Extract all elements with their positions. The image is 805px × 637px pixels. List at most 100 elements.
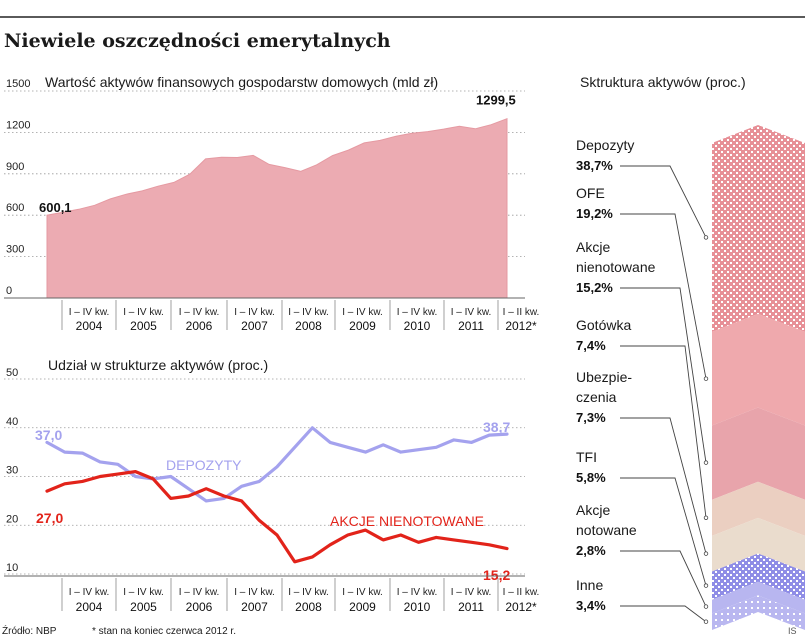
leader-line <box>620 477 707 586</box>
category-label: Depozyty <box>576 137 634 153</box>
year-label: 2007 <box>241 319 268 333</box>
structure-band-4 <box>712 481 805 536</box>
period-label: I – IV kw. <box>123 307 164 318</box>
year-label: 2009 <box>349 600 376 614</box>
category-label: OFE <box>576 185 605 201</box>
structure-band-3 <box>712 407 805 500</box>
category-label: nienotowane <box>576 259 656 275</box>
year-label: 2004 <box>76 600 103 614</box>
period-label: I – IV kw. <box>288 307 329 318</box>
year-label: 2008 <box>295 600 322 614</box>
corner-mark: IS <box>788 626 797 636</box>
year-label: 2010 <box>404 600 431 614</box>
y-tick-label: 1200 <box>6 119 30 131</box>
period-label: I – IV kw. <box>451 307 492 318</box>
end-label-depozyty: 38,7 <box>483 419 510 435</box>
period-label: I – IV kw. <box>451 587 492 598</box>
leader-dot <box>703 551 709 556</box>
period-label: I – II kw. <box>503 307 540 318</box>
period-label: I – II kw. <box>503 587 540 598</box>
series-line-depozyty <box>45 426 509 503</box>
category-label: czenia <box>576 389 617 405</box>
area-series <box>46 117 508 299</box>
year-label: 2009 <box>349 319 376 333</box>
y-tick-label: 300 <box>6 244 24 256</box>
y-tick-label: 600 <box>6 202 24 214</box>
page-title: Niewiele oszczędności emerytalnych <box>4 30 391 52</box>
category-value-label: 19,2% <box>576 206 613 221</box>
structure-band-2 <box>712 313 805 426</box>
year-label: 2005 <box>130 319 157 333</box>
y-tick-label: 50 <box>6 367 18 379</box>
top-rule <box>0 16 805 18</box>
year-label: 2005 <box>130 600 157 614</box>
category-value-label: 38,7% <box>576 158 613 173</box>
year-label: 2012* <box>505 319 537 333</box>
leader-dot <box>703 583 709 588</box>
legend-entry: Gotówka 7,4% <box>576 317 709 520</box>
chart1-title: Wartość aktywów finansowych gospodarstw … <box>45 74 439 90</box>
category-label: Gotówka <box>576 317 631 333</box>
leader-dot <box>703 235 709 240</box>
legend-entry: OFE 19,2% <box>576 185 709 381</box>
period-label: I – IV kw. <box>342 587 383 598</box>
y-tick-label: 40 <box>6 416 18 428</box>
y-tick-label: 10 <box>6 562 18 574</box>
structure-band-7 <box>712 581 805 614</box>
leader-dot <box>703 604 709 609</box>
period-label: I – IV kw. <box>123 587 164 598</box>
year-label: 2004 <box>76 319 103 333</box>
period-label: I – IV kw. <box>69 307 110 318</box>
year-label: 2012* <box>505 600 537 614</box>
legend-entry: Ubezpie-czenia 7,3% <box>576 369 709 556</box>
year-label: 2006 <box>186 600 213 614</box>
leader-line <box>620 417 707 554</box>
year-label: 2006 <box>186 319 213 333</box>
period-label: I – IV kw. <box>234 587 275 598</box>
y-tick-label: 0 <box>6 285 12 297</box>
category-label: TFI <box>576 449 597 465</box>
category-label: notowane <box>576 522 637 538</box>
structure-band-6 <box>712 553 805 600</box>
category-value-label: 2,8% <box>576 543 606 558</box>
category-value-label: 3,4% <box>576 598 606 613</box>
category-value-label: 7,3% <box>576 410 606 425</box>
period-label: I – IV kw. <box>397 307 438 318</box>
category-value-label: 5,8% <box>576 470 606 485</box>
y-tick-label: 900 <box>6 161 24 173</box>
year-label: 2010 <box>404 319 431 333</box>
category-label: Akcje <box>576 502 610 518</box>
series-name-akcje: AKCJE NIENOTOWANE <box>330 513 484 529</box>
leader-line <box>620 213 707 379</box>
year-label: 2007 <box>241 600 268 614</box>
y-tick-label: 30 <box>6 465 18 477</box>
series-line-akcje-nienotowane <box>45 470 509 564</box>
legend-entry: Inne 3,4% <box>576 577 709 624</box>
structure-band-5 <box>712 517 805 572</box>
end-label-akcje: 15,2 <box>483 567 510 583</box>
legend-entry: Akcje notowane 2,8% <box>576 502 709 609</box>
y-tick-label: 1500 <box>6 78 30 90</box>
legend-entry: Akcje nienotowane 15,2% <box>576 239 709 465</box>
leader-dot <box>703 376 709 381</box>
footnote: * stan na koniec czerwca 2012 r. <box>92 626 236 637</box>
legend-entry: TFI 5,8% <box>576 449 709 588</box>
leader-line <box>620 345 707 518</box>
year-label: 2008 <box>295 319 322 333</box>
period-label: I – IV kw. <box>69 587 110 598</box>
structure-band-1 <box>712 125 805 332</box>
period-label: I – IV kw. <box>234 307 275 318</box>
chart3-title: Sktruktura aktywów (proc.) <box>580 74 746 90</box>
leader-dot <box>703 460 709 465</box>
leader-line <box>620 550 707 607</box>
year-label: 2011 <box>458 600 484 614</box>
year-label: 2011 <box>458 319 484 333</box>
category-value-label: 15,2% <box>576 280 613 295</box>
chart2-title: Udział w strukturze aktywów (proc.) <box>48 357 269 373</box>
category-label: Akcje <box>576 239 610 255</box>
period-label: I – IV kw. <box>397 587 438 598</box>
legend-entry: Depozyty 38,7% <box>576 137 709 240</box>
